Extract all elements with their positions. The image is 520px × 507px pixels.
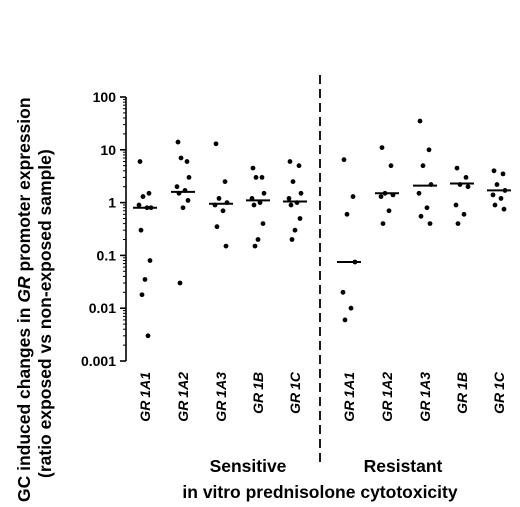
data-point (213, 141, 219, 147)
data-point (348, 305, 354, 311)
data-point (255, 237, 261, 242)
data-point (252, 243, 258, 249)
data-point (261, 190, 267, 196)
data-points (136, 118, 508, 339)
data-point (418, 213, 424, 219)
data-point (416, 190, 422, 196)
data-point (298, 190, 304, 196)
data-point (180, 205, 186, 211)
data-point (344, 211, 350, 217)
data-point (417, 118, 423, 124)
data-point (342, 317, 348, 323)
y-tick-label: 100 (93, 89, 117, 105)
data-point (290, 179, 296, 184)
y-tick-label: 1 (108, 195, 116, 211)
data-point (340, 289, 346, 295)
data-point (420, 163, 426, 169)
data-point (142, 277, 148, 282)
x-tick-label: GR1A1 (137, 372, 153, 422)
x-tick-label: GR1C (287, 371, 303, 414)
data-point (223, 243, 229, 249)
data-point (465, 184, 471, 190)
y-axis (120, 96, 127, 362)
data-point (138, 227, 144, 233)
group-label-resistant: Resistant (363, 456, 443, 476)
x-tick-label: GR1B (454, 372, 470, 414)
x-tick-label: GR1A2 (379, 372, 395, 422)
data-point (454, 165, 460, 171)
data-point (145, 333, 151, 339)
data-point (137, 159, 143, 164)
data-point (184, 159, 190, 164)
data-point (296, 163, 302, 169)
data-point (286, 196, 292, 201)
data-point (453, 202, 459, 208)
data-point (461, 211, 467, 217)
data-point (463, 175, 469, 180)
data-point (136, 202, 142, 208)
data-point (455, 221, 461, 227)
x-tick-label: GR1A2 (175, 372, 191, 422)
data-point (494, 182, 500, 187)
x-tick-label: GR1A3 (213, 372, 229, 422)
data-point (177, 280, 183, 286)
data-point (379, 145, 385, 151)
data-point (139, 292, 145, 298)
data-point (490, 192, 496, 198)
y-tick-label: 0.001 (81, 353, 116, 369)
data-point (250, 165, 256, 171)
data-point (289, 237, 295, 242)
data-point (140, 194, 146, 199)
data-point (260, 221, 266, 227)
data-point (380, 221, 386, 227)
data-point (297, 216, 303, 221)
y-tick-label: 0.1 (97, 247, 117, 263)
data-point (386, 208, 392, 214)
x-tick-label: GR1A3 (417, 372, 433, 422)
x-axis-title: in vitro prednisolone cytotoxicity (182, 482, 458, 502)
y-tick-labels: 0.001 0.01 0.1 1 10 100 (81, 89, 116, 369)
x-tick-label: GR1C (491, 371, 507, 414)
y-tick-label: 0.01 (89, 300, 116, 316)
data-point (216, 196, 222, 201)
data-point (251, 202, 257, 208)
data-point (146, 190, 152, 196)
data-point (501, 206, 507, 212)
data-point (341, 157, 347, 163)
data-point (388, 163, 394, 169)
data-point (222, 179, 228, 184)
data-point (253, 175, 259, 180)
data-point (500, 171, 506, 177)
data-point (427, 221, 433, 227)
data-point (147, 258, 153, 263)
data-point (378, 194, 384, 199)
data-point (185, 198, 191, 203)
data-point (288, 202, 294, 208)
data-point (498, 196, 504, 201)
data-point (186, 175, 192, 180)
data-point (424, 205, 430, 211)
x-tick-label: GR1B (250, 372, 266, 414)
x-tick-label: GR1A1 (341, 372, 357, 422)
data-point (220, 208, 226, 214)
data-point (174, 184, 180, 190)
data-point (426, 147, 432, 153)
y-tick-label: 10 (100, 142, 116, 158)
group-label-sensitive: Sensitive (209, 456, 287, 476)
data-point (292, 227, 298, 233)
data-point (287, 159, 293, 164)
data-point (492, 202, 498, 208)
data-point (214, 224, 220, 230)
data-point (175, 139, 181, 145)
data-point (350, 194, 356, 199)
data-point (491, 168, 497, 174)
x-tick-labels: GR1A1 GR1A2 GR1A3 GR1B GR1C GR1A1 GR1A2 GR1A3 GR… (137, 371, 507, 422)
data-point (178, 155, 184, 161)
median-lines (133, 182, 511, 263)
data-point (259, 175, 265, 180)
